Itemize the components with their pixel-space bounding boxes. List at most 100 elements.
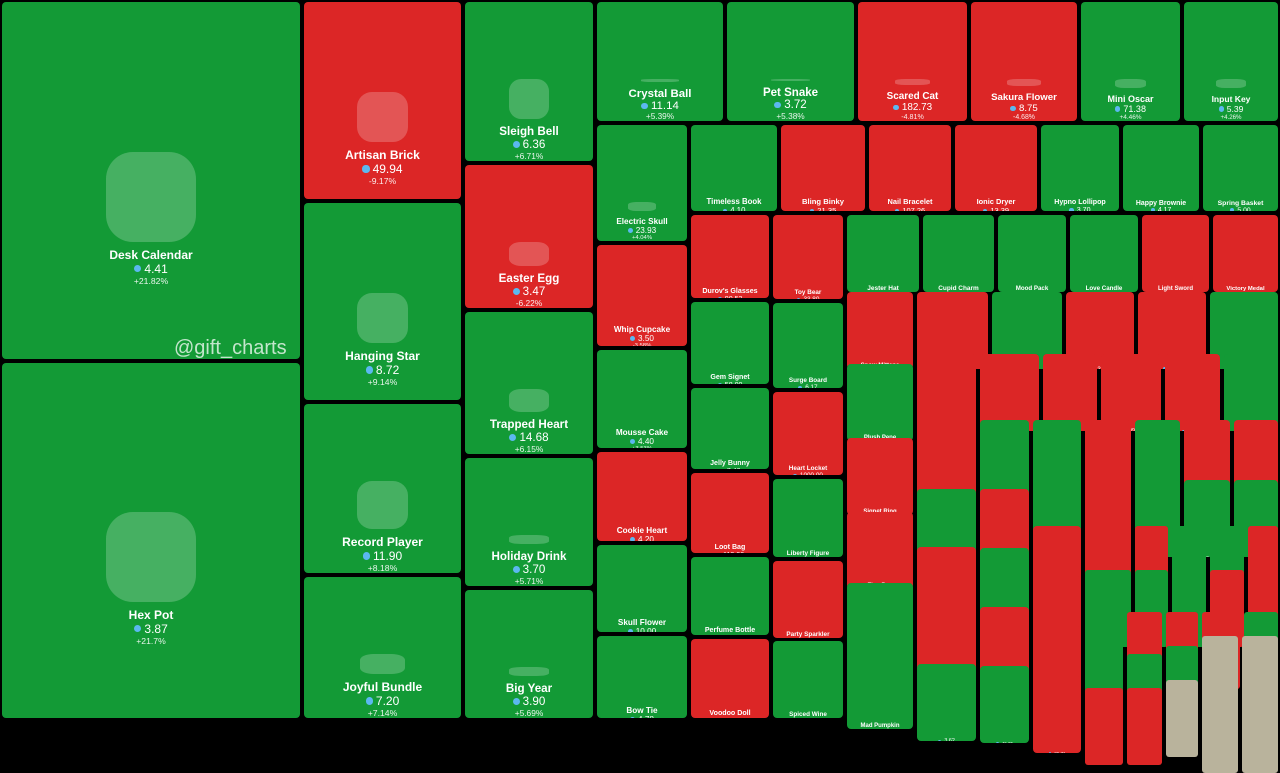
gift-tile: Durov's Glasses90.53-2.66%: [691, 215, 769, 298]
gift-name: Bow Tie: [626, 706, 657, 715]
gift-name: Input Key: [1212, 94, 1251, 104]
gift-tile: 3.40-1.45%: [917, 420, 976, 497]
gift-name: Perfume Bottle: [705, 626, 755, 634]
gift-price: 5.00: [1230, 207, 1250, 211]
gift-tile: Bow Tie4.78+3.02%: [597, 636, 687, 718]
gift-tile: Snow Mittens4.00-1.96%: [847, 292, 913, 369]
gift-price: 10.00: [628, 627, 656, 632]
gift-change: +21.7%: [136, 636, 166, 646]
gift-icon: [1216, 79, 1246, 88]
gift-tile: Heart Locket1000.00-2.44%: [773, 392, 843, 475]
small-tile: [1242, 696, 1278, 773]
gift-name: Happy Brownie: [1136, 200, 1186, 207]
gift-name: Pet Snake: [763, 87, 818, 99]
gift-price: 49.94: [362, 162, 402, 176]
gift-change: +4.26%: [1221, 114, 1242, 121]
gift-change: +3.53%: [632, 446, 652, 448]
gift-name: Spiced Wine: [789, 711, 827, 718]
gift-tile: Spiced Wine4.06+2.27%: [773, 641, 843, 718]
gift-price: 8.72: [366, 363, 400, 377]
small-tile: [1127, 688, 1162, 765]
gift-price: 4.40: [630, 437, 654, 446]
gift-price: 4.78: [630, 715, 654, 718]
gift-change: -3.58%: [633, 343, 652, 346]
gift-change: +7.14%: [368, 708, 398, 718]
gift-tile: Jelly Bunny7.40+2.64%: [691, 388, 769, 469]
gift-name: Mini Oscar: [1107, 94, 1153, 104]
gift-icon: [628, 202, 657, 211]
gift-change: +5.38%: [776, 111, 804, 121]
gift-price: 11.90: [363, 549, 402, 563]
gift-change: +5.69%: [515, 708, 544, 718]
gift-change: +4.46%: [1119, 114, 1141, 121]
gift-name: Light Sword: [1158, 285, 1193, 292]
gift-tile: Toy Bear33.80-2.51%: [773, 215, 843, 299]
gift-price: 13.39: [983, 206, 1009, 211]
gift-tile: Moon Pendant5.90+1.9%: [847, 583, 913, 660]
gift-change: -4.81%: [901, 113, 924, 121]
gift-price: 23.93: [628, 226, 656, 235]
gift-name: Holiday Drink: [492, 550, 567, 563]
gift-icon: [895, 79, 930, 85]
gift-change: +4.04%: [632, 235, 652, 241]
gift-price: 1000.00: [793, 472, 823, 475]
gift-name: Sakura Flower: [991, 92, 1057, 103]
gift-price: 7.40: [719, 467, 740, 469]
gift-name: Cupid Charm: [938, 285, 978, 292]
gift-change: +9.14%: [368, 377, 398, 387]
gift-tile: 4.45+1.37%: [980, 420, 1029, 497]
gift-name: Trapped Heart: [490, 418, 568, 431]
gift-price: 4.41: [134, 262, 168, 276]
gift-tile: Mad Pumpkin10.37+1.87%: [847, 652, 913, 729]
gift-icon: [641, 79, 679, 82]
gift-price: 3.87: [134, 622, 168, 636]
gift-tile: Voodoo Doll31.78-2.52%: [691, 639, 769, 718]
small-tile: [1166, 680, 1198, 757]
small-tile: [1085, 688, 1123, 765]
gift-name: Surge Board: [789, 377, 827, 384]
gift-price: 3.70: [1069, 206, 1090, 211]
gift-name: Crystal Ball: [629, 88, 692, 100]
gift-change: +8.18%: [368, 563, 398, 573]
gift-price: 3.62: [938, 738, 955, 741]
gift-name: Artisan Brick: [345, 148, 420, 162]
gift-icon: [106, 512, 196, 602]
gift-tile: Liberty Figure3.97+2.32%: [773, 479, 843, 557]
gift-name: Spring Basket: [1218, 200, 1264, 207]
gift-tile: Plush Pepe5149.00+1.96%: [847, 364, 913, 441]
gift-icon: [509, 535, 550, 544]
gift-name: Hex Pot: [129, 608, 174, 622]
gift-change: -9.17%: [369, 176, 396, 186]
gift-tile: Signet Ring30.09-1.96%: [847, 438, 913, 515]
gift-name: Love Candle: [1086, 285, 1123, 292]
gift-name: Electric Skull: [616, 217, 667, 226]
gift-price: 14.68: [509, 431, 548, 444]
gift-name: Cookie Heart: [617, 526, 667, 535]
gift-icon: [357, 92, 407, 142]
gift-name: Joyful Bundle: [343, 680, 422, 694]
gift-tile: Love Candle8.25+2.1%: [1070, 215, 1138, 292]
gift-price: 31.78: [718, 717, 743, 718]
gift-name: Bling Binky: [802, 197, 844, 206]
gift-icon: [509, 79, 550, 119]
gift-icon: [509, 389, 550, 412]
gift-change: +21.82%: [134, 276, 168, 286]
gift-name: Timeless Book: [707, 197, 762, 206]
gift-tile: Perfume Bottle63.99+2.55%: [691, 557, 769, 635]
